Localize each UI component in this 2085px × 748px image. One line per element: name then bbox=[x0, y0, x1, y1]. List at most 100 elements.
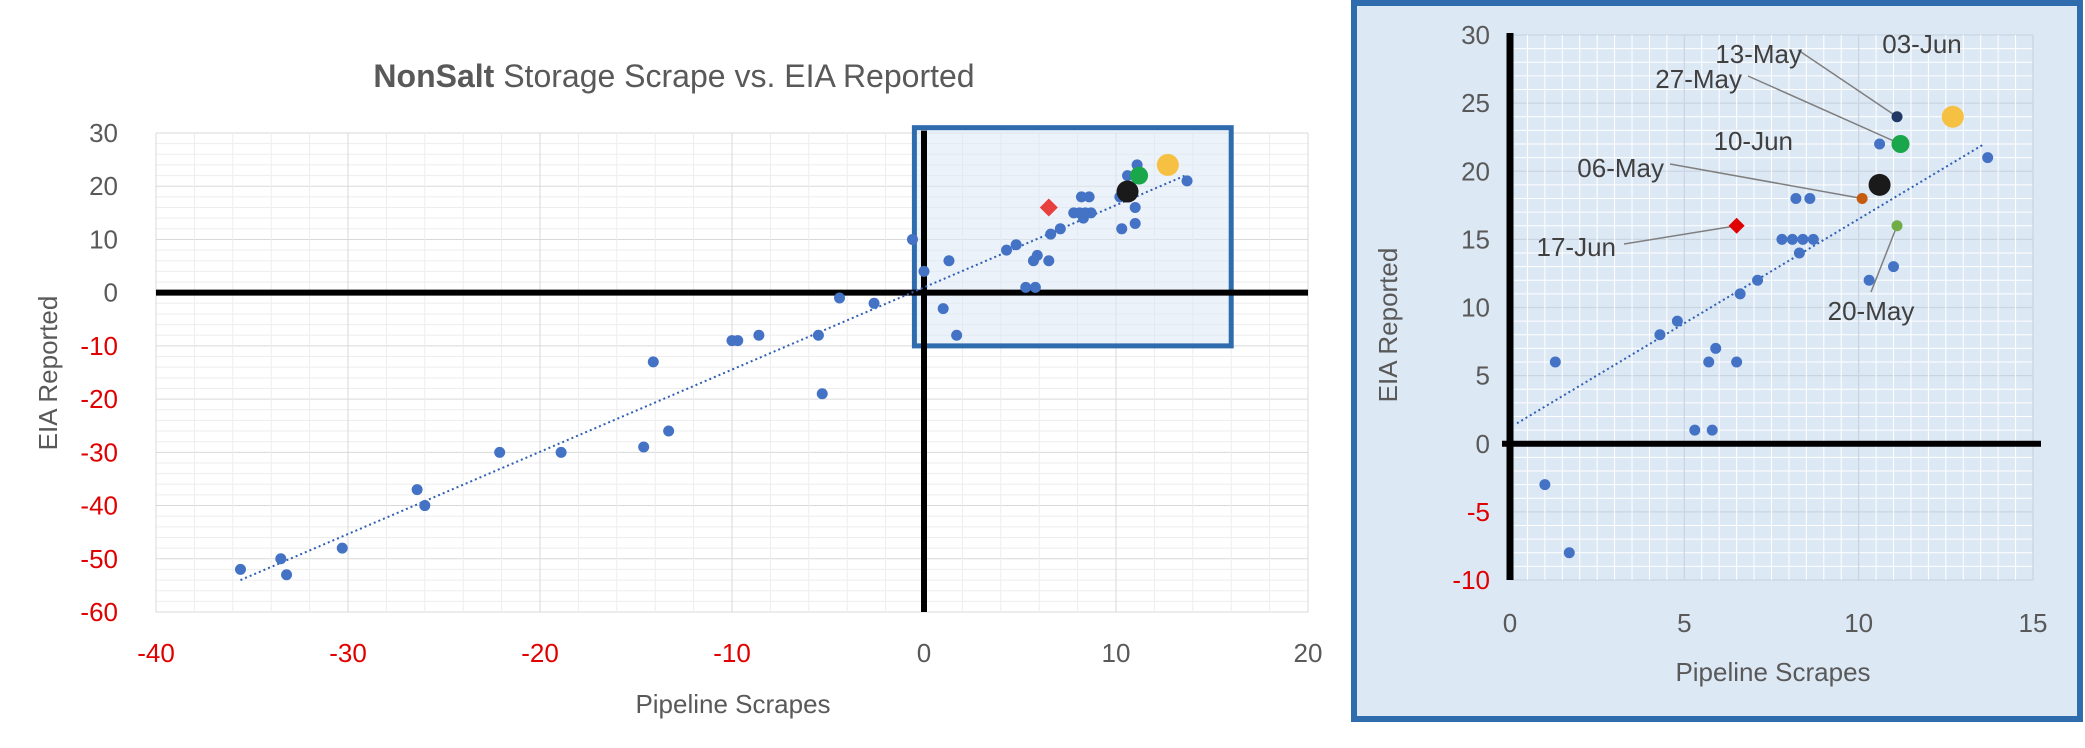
main-data-point bbox=[419, 500, 431, 512]
main-data-point bbox=[812, 329, 824, 341]
main-data-point bbox=[494, 446, 506, 458]
main-trendline bbox=[240, 174, 1186, 581]
main-highlight-point bbox=[1156, 153, 1179, 176]
inset-trendline bbox=[1516, 143, 1985, 425]
inset-annotation-label: 10-Jun bbox=[1714, 126, 1794, 156]
inset-x-tick-label: 0 bbox=[1503, 608, 1517, 638]
inset-scatter-chart: 0 5 10 15 -10 -5 0 5 10 15 20 25 30 13-May 03-Jun 27-M… bbox=[1351, 0, 2083, 722]
inset-annotation-label: 27-May bbox=[1655, 64, 1742, 94]
inset-tick-labels: 0 5 10 15 -10 -5 0 5 10 15 20 25 30 bbox=[1452, 20, 2047, 638]
main-x-tick-label: 10 bbox=[1102, 638, 1131, 668]
inset-data-point bbox=[1549, 356, 1561, 368]
inset-leader-lines bbox=[1623, 49, 1901, 293]
main-highlight-point bbox=[1116, 180, 1139, 203]
main-y-tick-label: -50 bbox=[80, 544, 118, 574]
main-y-tick-label: 10 bbox=[89, 224, 118, 254]
main-data-point bbox=[555, 446, 567, 458]
main-data-point bbox=[937, 303, 949, 315]
inset-data-point bbox=[1797, 233, 1809, 245]
main-data-point bbox=[906, 233, 918, 245]
main-y-tick-label: 0 bbox=[104, 278, 118, 308]
inset-x-tick-label: 5 bbox=[1677, 608, 1691, 638]
inset-y-tick-label: 25 bbox=[1461, 88, 1490, 118]
zoom-highlight-box bbox=[911, 125, 1234, 349]
chart-title-rest: Storage Scrape vs. EIA Reported bbox=[494, 58, 974, 94]
main-trendline-path bbox=[240, 174, 1186, 581]
main-data-point bbox=[1029, 281, 1041, 293]
main-x-tick-label: -40 bbox=[137, 638, 175, 668]
main-data-points bbox=[234, 153, 1193, 581]
inset-data-point bbox=[1734, 288, 1746, 300]
main-data-point bbox=[1083, 191, 1095, 203]
inset-data-points bbox=[1539, 105, 1994, 559]
inset-leader-line bbox=[1669, 163, 1863, 200]
main-data-point bbox=[1181, 175, 1193, 187]
main-data-point bbox=[1085, 207, 1097, 219]
main-data-point bbox=[1010, 239, 1022, 251]
inset-y-tick-label: -5 bbox=[1467, 497, 1490, 527]
main-y-tick-label: -60 bbox=[80, 597, 118, 627]
chart-title-bold: NonSalt bbox=[373, 58, 494, 94]
main-data-point bbox=[1031, 249, 1043, 261]
inset-highlight-point bbox=[1868, 173, 1891, 196]
main-y-tick-label: -30 bbox=[80, 437, 118, 467]
inset-data-point bbox=[1706, 424, 1718, 436]
inset-highlight-point bbox=[1941, 105, 1964, 128]
inset-data-point bbox=[1982, 152, 1994, 164]
inset-y-tick-label: 30 bbox=[1461, 20, 1490, 50]
main-x-tick-label: 20 bbox=[1294, 638, 1323, 668]
inset-zero-axes bbox=[1502, 33, 2041, 580]
inset-leader-line bbox=[1797, 49, 1898, 118]
inset-trendline-path bbox=[1516, 143, 1985, 425]
main-data-point bbox=[1122, 170, 1134, 182]
chart-title: NonSalt Storage Scrape vs. EIA Reported bbox=[373, 58, 974, 94]
main-highlight-point bbox=[1130, 166, 1149, 185]
inset-gridlines bbox=[1509, 34, 2034, 581]
inset-data-point bbox=[1671, 315, 1683, 327]
inset-highlight-point bbox=[1891, 220, 1903, 232]
inset-x-tick-label: 10 bbox=[1844, 608, 1873, 638]
inset-y-tick-label: 5 bbox=[1476, 361, 1490, 391]
main-data-point bbox=[951, 329, 963, 341]
main-data-point bbox=[834, 292, 846, 304]
inset-data-point bbox=[1874, 138, 1886, 150]
inset-x-axis-label: Pipeline Scrapes bbox=[1675, 657, 1870, 687]
main-data-point bbox=[1075, 191, 1087, 203]
main-data-point bbox=[868, 297, 880, 309]
main-data-point bbox=[336, 542, 348, 554]
main-y-tick-label: -10 bbox=[80, 331, 118, 361]
inset-data-point bbox=[1807, 233, 1819, 245]
inset-annotation-label: 17-Jun bbox=[1537, 232, 1617, 262]
inset-highlight-point bbox=[1891, 135, 1910, 153]
main-y-tick-label: 30 bbox=[89, 118, 118, 148]
inset-y-tick-label: 20 bbox=[1461, 156, 1490, 186]
inset-data-point bbox=[1703, 356, 1715, 368]
main-data-point bbox=[1116, 223, 1128, 235]
inset-leader-line bbox=[1623, 225, 1737, 245]
inset-data-point bbox=[1563, 547, 1575, 559]
main-tick-labels: -40 -30 -20 -10 0 10 20 -60 -50 -40 -30 -20 -10 0 10 20… bbox=[80, 118, 1322, 668]
inset-y-tick-label: 15 bbox=[1461, 224, 1490, 254]
inset-data-point bbox=[1731, 356, 1743, 368]
inset-data-point bbox=[1863, 274, 1875, 286]
inset-annotation-label: 13-May bbox=[1715, 39, 1802, 69]
zoom-box-rect bbox=[911, 125, 1234, 349]
inset-data-point bbox=[1888, 261, 1900, 273]
inset-data-point bbox=[1710, 342, 1722, 354]
main-data-point bbox=[1045, 228, 1057, 240]
inset-leader-line bbox=[1870, 225, 1898, 293]
main-data-point bbox=[1129, 202, 1141, 214]
main-x-axis-label: Pipeline Scrapes bbox=[635, 689, 830, 719]
inset-data-point bbox=[1539, 479, 1551, 491]
inset-highlight-point bbox=[1891, 111, 1903, 123]
inset-highlight-diamond bbox=[1728, 217, 1745, 234]
inset-leader-line bbox=[1747, 75, 1901, 145]
main-data-point bbox=[281, 569, 293, 581]
main-data-point bbox=[918, 265, 930, 277]
inset-data-point bbox=[1786, 233, 1798, 245]
inset-x-tick-label: 15 bbox=[2019, 608, 2048, 638]
inset-annotation-label: 20-May bbox=[1828, 296, 1915, 326]
main-y-axis-label: EIA Reported bbox=[33, 296, 63, 451]
main-data-point bbox=[1129, 217, 1141, 229]
